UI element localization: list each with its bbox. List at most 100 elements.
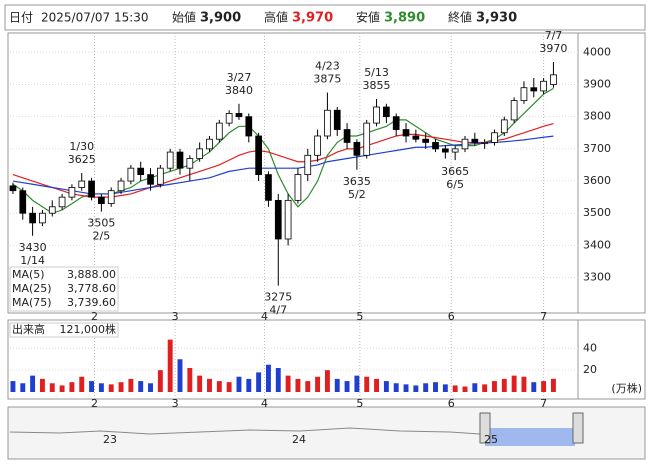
candle-body bbox=[432, 142, 439, 150]
candle-body bbox=[88, 180, 95, 198]
candle-body bbox=[510, 100, 518, 121]
candle-body bbox=[147, 174, 154, 185]
volume-bar bbox=[531, 382, 537, 392]
legend-box bbox=[9, 266, 119, 312]
candle-body bbox=[98, 196, 105, 204]
navigator-label: 23 bbox=[103, 433, 117, 446]
volume-bar bbox=[511, 375, 517, 392]
annotation-price: 3505 bbox=[87, 217, 115, 230]
volume-bar bbox=[20, 383, 26, 392]
volume-bar bbox=[89, 381, 95, 392]
candle-body bbox=[294, 174, 302, 201]
candle-body bbox=[284, 199, 292, 240]
volume-bar bbox=[364, 376, 370, 392]
annotation-price: 3840 bbox=[225, 84, 253, 97]
volume-bar bbox=[118, 382, 124, 392]
candle-body bbox=[186, 158, 194, 169]
x-tick-label: 3 bbox=[172, 397, 179, 410]
candle-body bbox=[363, 122, 371, 156]
volume-panel bbox=[7, 319, 646, 400]
volume-bar bbox=[226, 382, 232, 392]
volume-bar bbox=[157, 370, 163, 392]
volume-bar bbox=[108, 384, 114, 392]
annotation-price: 3625 bbox=[68, 153, 96, 166]
volume-bar bbox=[462, 386, 468, 392]
header-datetime: 2025/07/07 15:30 bbox=[41, 11, 149, 25]
x-tick-label: 7 bbox=[540, 397, 547, 410]
x-tick-label: 4 bbox=[261, 397, 268, 410]
navigator-handle[interactable] bbox=[572, 412, 584, 444]
volume-bar bbox=[246, 378, 252, 392]
candle-body bbox=[265, 174, 272, 201]
candle-body bbox=[39, 212, 46, 224]
volume-bar bbox=[49, 383, 55, 392]
annotation-date: 4/23 bbox=[315, 60, 340, 73]
candle-body bbox=[481, 142, 488, 144]
y-tick-label: 3800 bbox=[583, 110, 611, 123]
volume-bar bbox=[236, 376, 242, 392]
x-tick-label: 7 bbox=[540, 310, 547, 323]
legend-label: 出来高 bbox=[12, 322, 45, 336]
candle-body bbox=[402, 129, 410, 137]
candle-body bbox=[255, 135, 262, 176]
candle-body bbox=[461, 138, 469, 150]
volume-bar bbox=[128, 378, 134, 392]
volume-bar bbox=[177, 359, 183, 392]
volume-bar bbox=[216, 381, 222, 392]
candle-body bbox=[500, 119, 508, 134]
volume-bar bbox=[521, 376, 527, 392]
y-tick-label: 4000 bbox=[583, 45, 611, 58]
volume-bar bbox=[501, 378, 507, 392]
volume-unit: (万株) bbox=[611, 381, 642, 395]
volume-bar bbox=[265, 364, 271, 392]
header-label: 日付 bbox=[9, 11, 33, 25]
legend-label: MA(5) bbox=[12, 268, 45, 281]
header-label: 終値 bbox=[448, 10, 472, 25]
navigator-handle[interactable] bbox=[479, 412, 491, 444]
volume-bar bbox=[344, 381, 350, 392]
legend-value: 121,000株 bbox=[60, 322, 117, 336]
annotation-price: 3275 bbox=[264, 291, 292, 304]
y-tick-label: 3300 bbox=[583, 271, 611, 284]
volume-bar bbox=[423, 383, 429, 392]
volume-bar bbox=[393, 383, 399, 392]
header-box bbox=[4, 4, 646, 31]
annotation-date: 5/13 bbox=[364, 66, 389, 79]
y-tick-label: 20 bbox=[583, 363, 597, 376]
navigator-range bbox=[485, 428, 575, 446]
header-close: 3,930 bbox=[476, 11, 517, 26]
candle-body bbox=[353, 142, 361, 156]
x-tick-label: 2 bbox=[91, 397, 98, 410]
header-open: 3,900 bbox=[200, 11, 241, 26]
candle-body bbox=[333, 109, 341, 130]
candle-body bbox=[157, 167, 164, 185]
y-tick-label: 3900 bbox=[583, 77, 611, 90]
volume-bar bbox=[492, 381, 497, 392]
candle-body bbox=[225, 113, 233, 124]
annotation-date: 2/5 bbox=[93, 230, 111, 243]
candle-body bbox=[166, 151, 174, 169]
annotation-price: 3430 bbox=[19, 241, 47, 254]
x-tick-label: 6 bbox=[448, 397, 455, 410]
x-tick-label: 5 bbox=[356, 397, 363, 410]
annotation-date: 1/30 bbox=[69, 140, 94, 153]
candle-body bbox=[314, 135, 321, 156]
candle-body bbox=[58, 196, 66, 208]
volume-bar bbox=[295, 378, 301, 392]
volume-bar bbox=[433, 382, 438, 392]
candle-body bbox=[48, 206, 56, 214]
candle-body bbox=[520, 87, 528, 101]
header-label: 高値 bbox=[264, 10, 288, 25]
legend-label: MA(75) bbox=[12, 296, 52, 309]
candle-body bbox=[441, 148, 449, 153]
x-tick-label: 6 bbox=[448, 310, 455, 323]
x-tick-label: 3 bbox=[172, 310, 179, 323]
volume-bar bbox=[413, 385, 419, 392]
candle-body bbox=[235, 113, 243, 118]
y-tick-label: 3700 bbox=[583, 142, 611, 155]
candle-body bbox=[215, 122, 223, 140]
volume-bar bbox=[324, 370, 330, 392]
candle-body bbox=[9, 185, 17, 192]
candle-body bbox=[245, 116, 253, 137]
